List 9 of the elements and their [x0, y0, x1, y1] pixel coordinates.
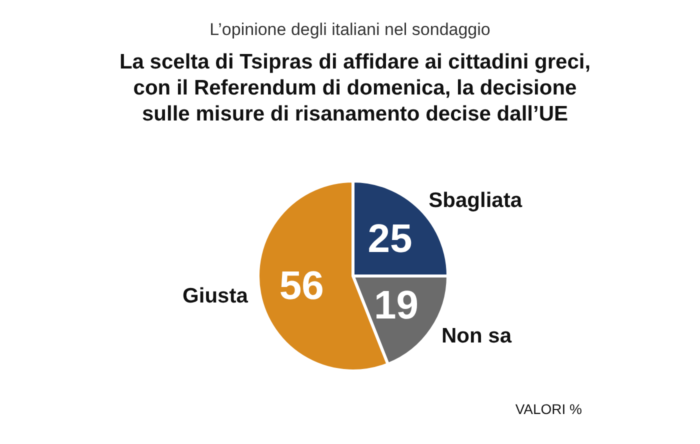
chart-subtitle: L’opinione degli italiani nel sondaggio: [210, 20, 490, 39]
text: VALORI %: [515, 401, 582, 417]
slice-label: Sbagliata: [428, 188, 522, 212]
data-label: 56: [279, 264, 324, 308]
chart-title: La scelta di Tsipras di affidare ai cittadini greci, con il Referendum di domenica, la decisione sulle misure di risanamento decise dall’UE: [119, 50, 591, 126]
slice-label: Giusta: [182, 284, 248, 308]
slice-label: Non sa: [442, 324, 512, 348]
data-label: 25: [368, 217, 412, 262]
data-label: 19: [374, 283, 418, 328]
